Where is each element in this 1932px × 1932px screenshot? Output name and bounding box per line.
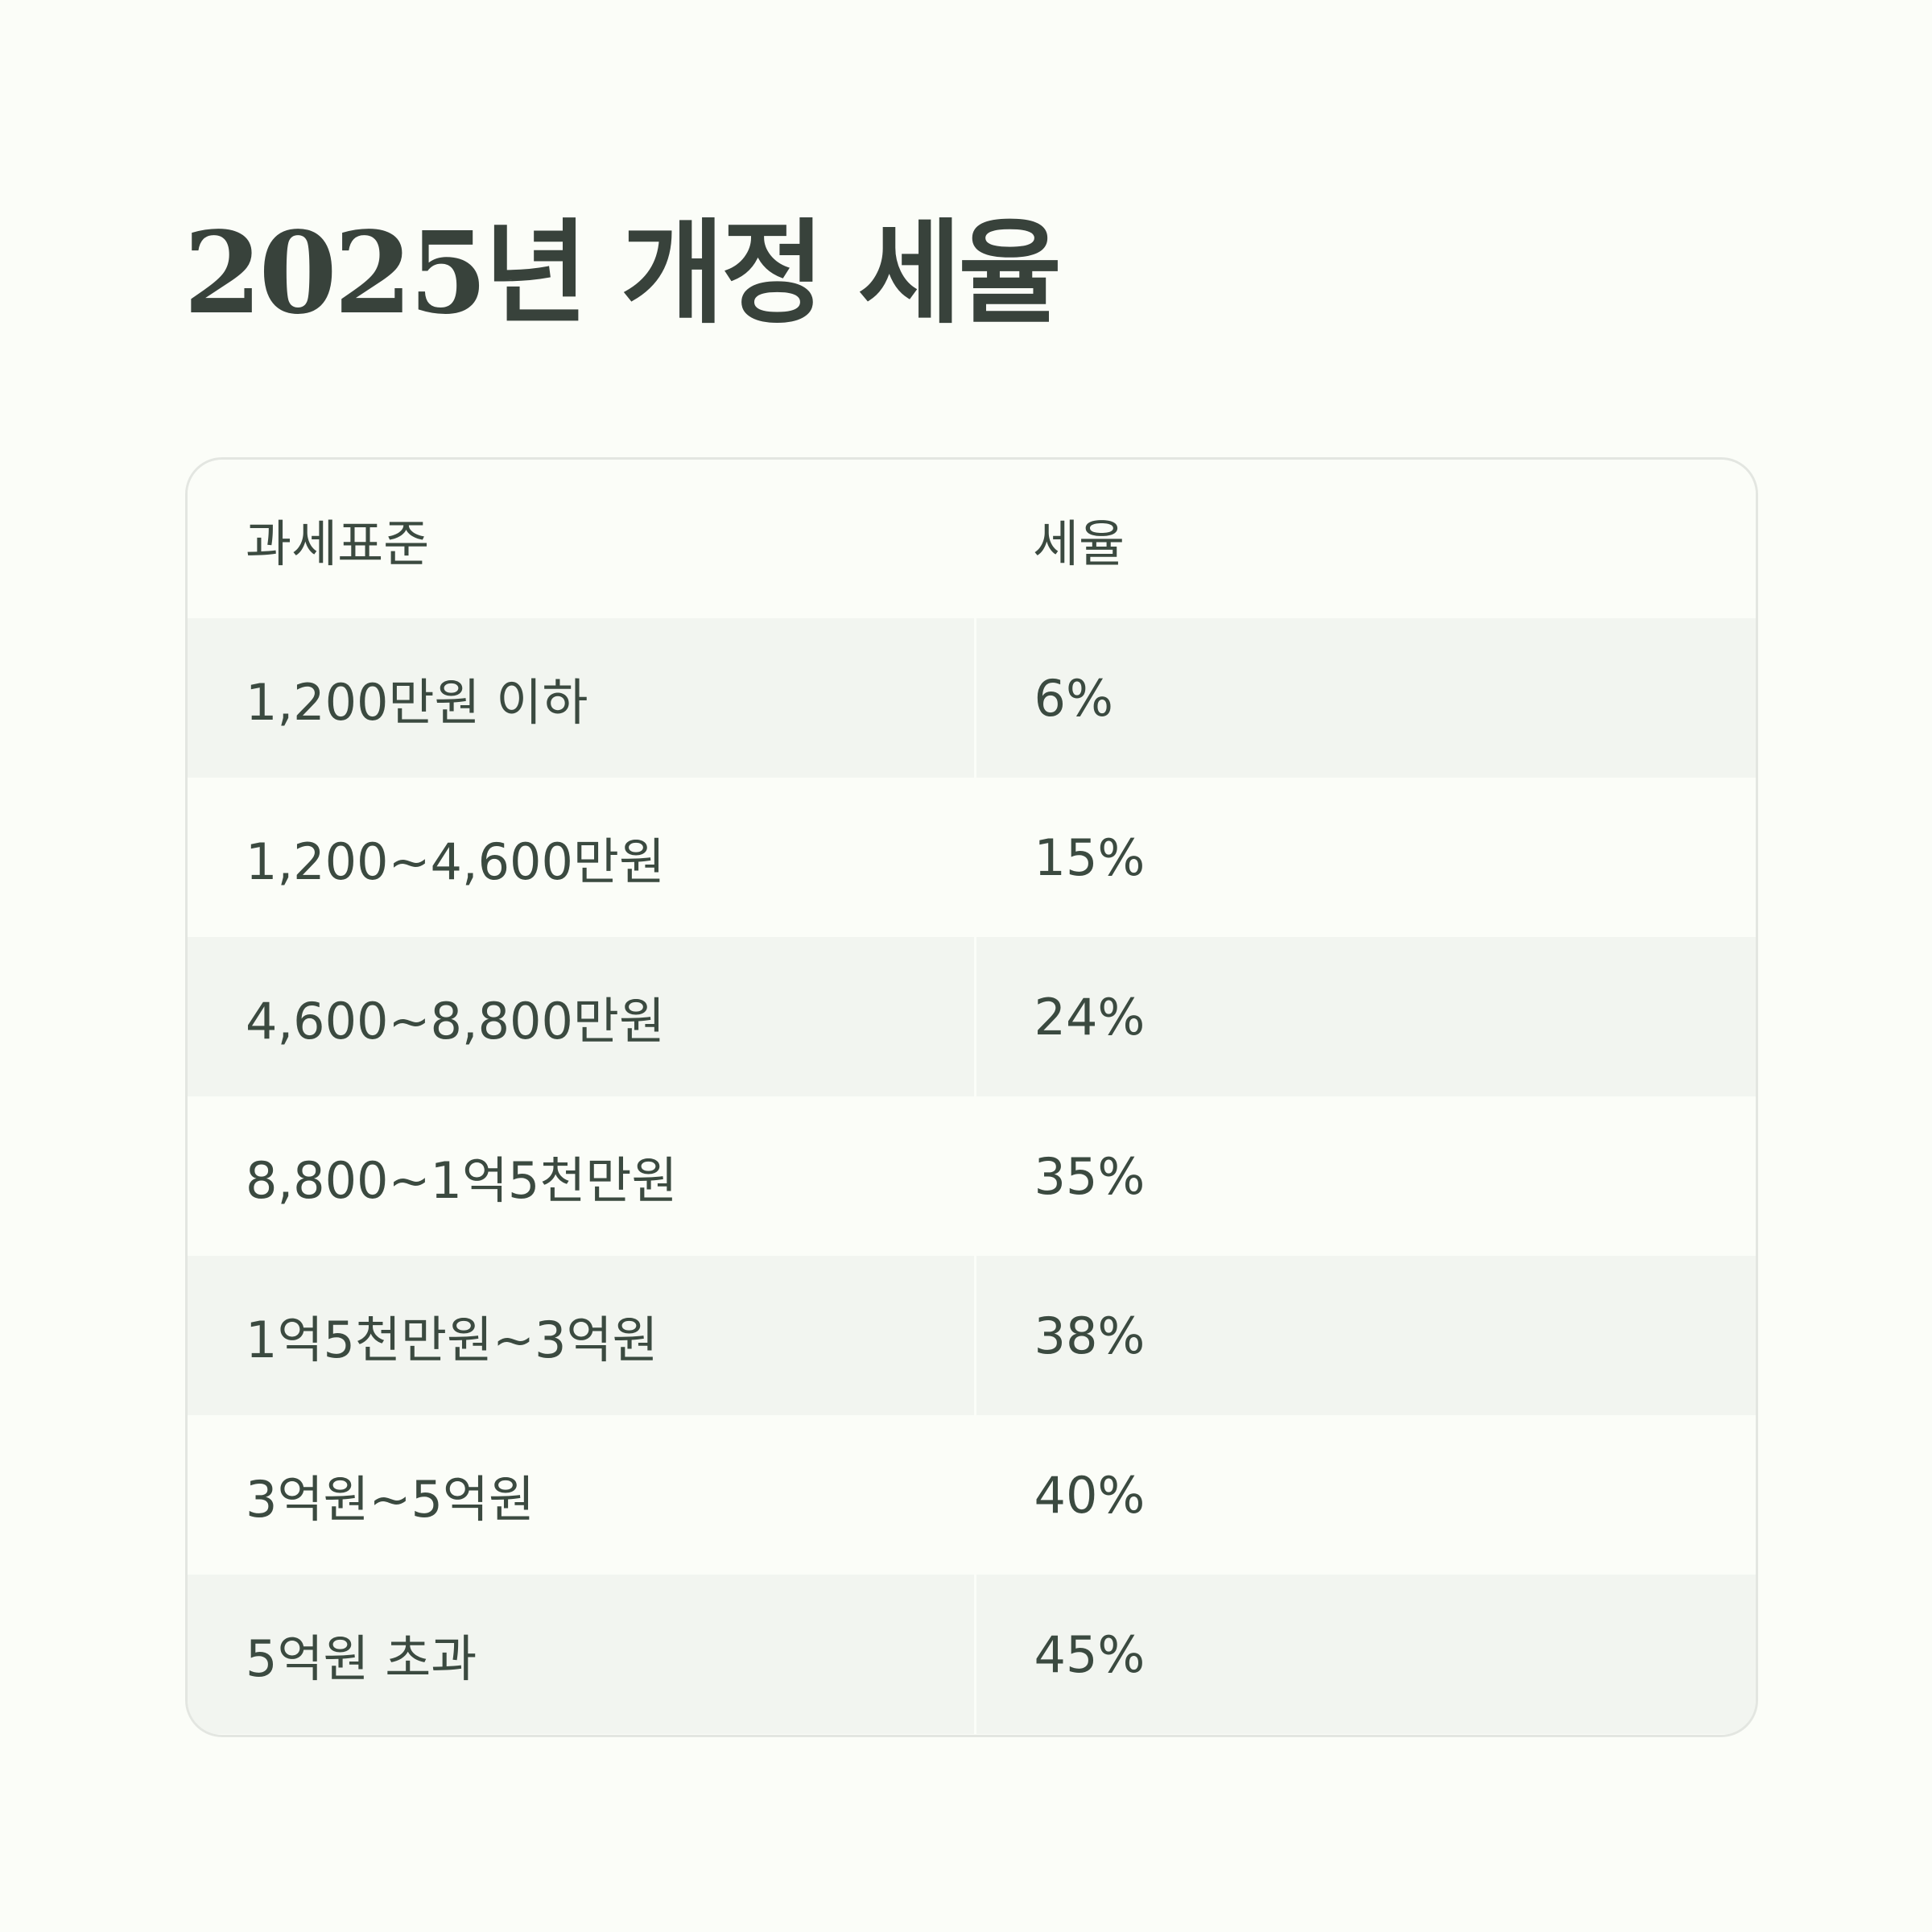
tax-base-cell: 8,800~1억5천만원 [188,1096,976,1256]
tax-rate-table: 과세표준 세율 1,200만원 이하 6% 1,200~4,600만원 15% … [188,460,1756,1734]
table-row: 1,200~4,600만원 15% [188,778,1756,937]
tax-rate-cell: 15% [1034,828,1146,887]
tax-rate-cell: 40% [1034,1465,1146,1525]
table-row: 8,800~1억5천만원 35% [188,1096,1756,1256]
tax-rate-cell: 38% [1034,1306,1146,1365]
table-header-row: 과세표준 세율 [188,460,1756,618]
tax-rate-table-card: 과세표준 세율 1,200만원 이하 6% 1,200~4,600만원 15% … [185,457,1758,1737]
table-row: 1,200만원 이하 6% [188,618,1756,778]
tax-base-cell: 1,200~4,600만원 [188,778,976,937]
table-row: 1억5천만원~3억원 38% [188,1256,1756,1415]
table-row: 4,600~8,800만원 24% [188,937,1756,1096]
tax-rate-cell: 6% [1034,668,1113,728]
tax-rate-cell: 35% [1034,1146,1146,1206]
tax-base-cell: 1,200만원 이하 [188,618,976,778]
tax-base-cell: 3억원~5억원 [188,1415,976,1575]
tax-rate-cell: 45% [1034,1624,1146,1684]
tax-base-cell: 4,600~8,800만원 [188,937,976,1096]
page-title: 2025년 개정 세율 [184,208,1062,340]
header-tax-rate: 세율 [1033,514,1125,573]
tax-base-cell: 5억원 초과 [188,1575,976,1734]
table-row: 3억원~5억원 40% [188,1415,1756,1575]
tax-base-cell: 1억5천만원~3억원 [188,1256,976,1415]
header-tax-base: 과세표준 [246,514,430,573]
table-row: 5억원 초과 45% [188,1575,1756,1734]
tax-rate-cell: 24% [1034,987,1146,1046]
